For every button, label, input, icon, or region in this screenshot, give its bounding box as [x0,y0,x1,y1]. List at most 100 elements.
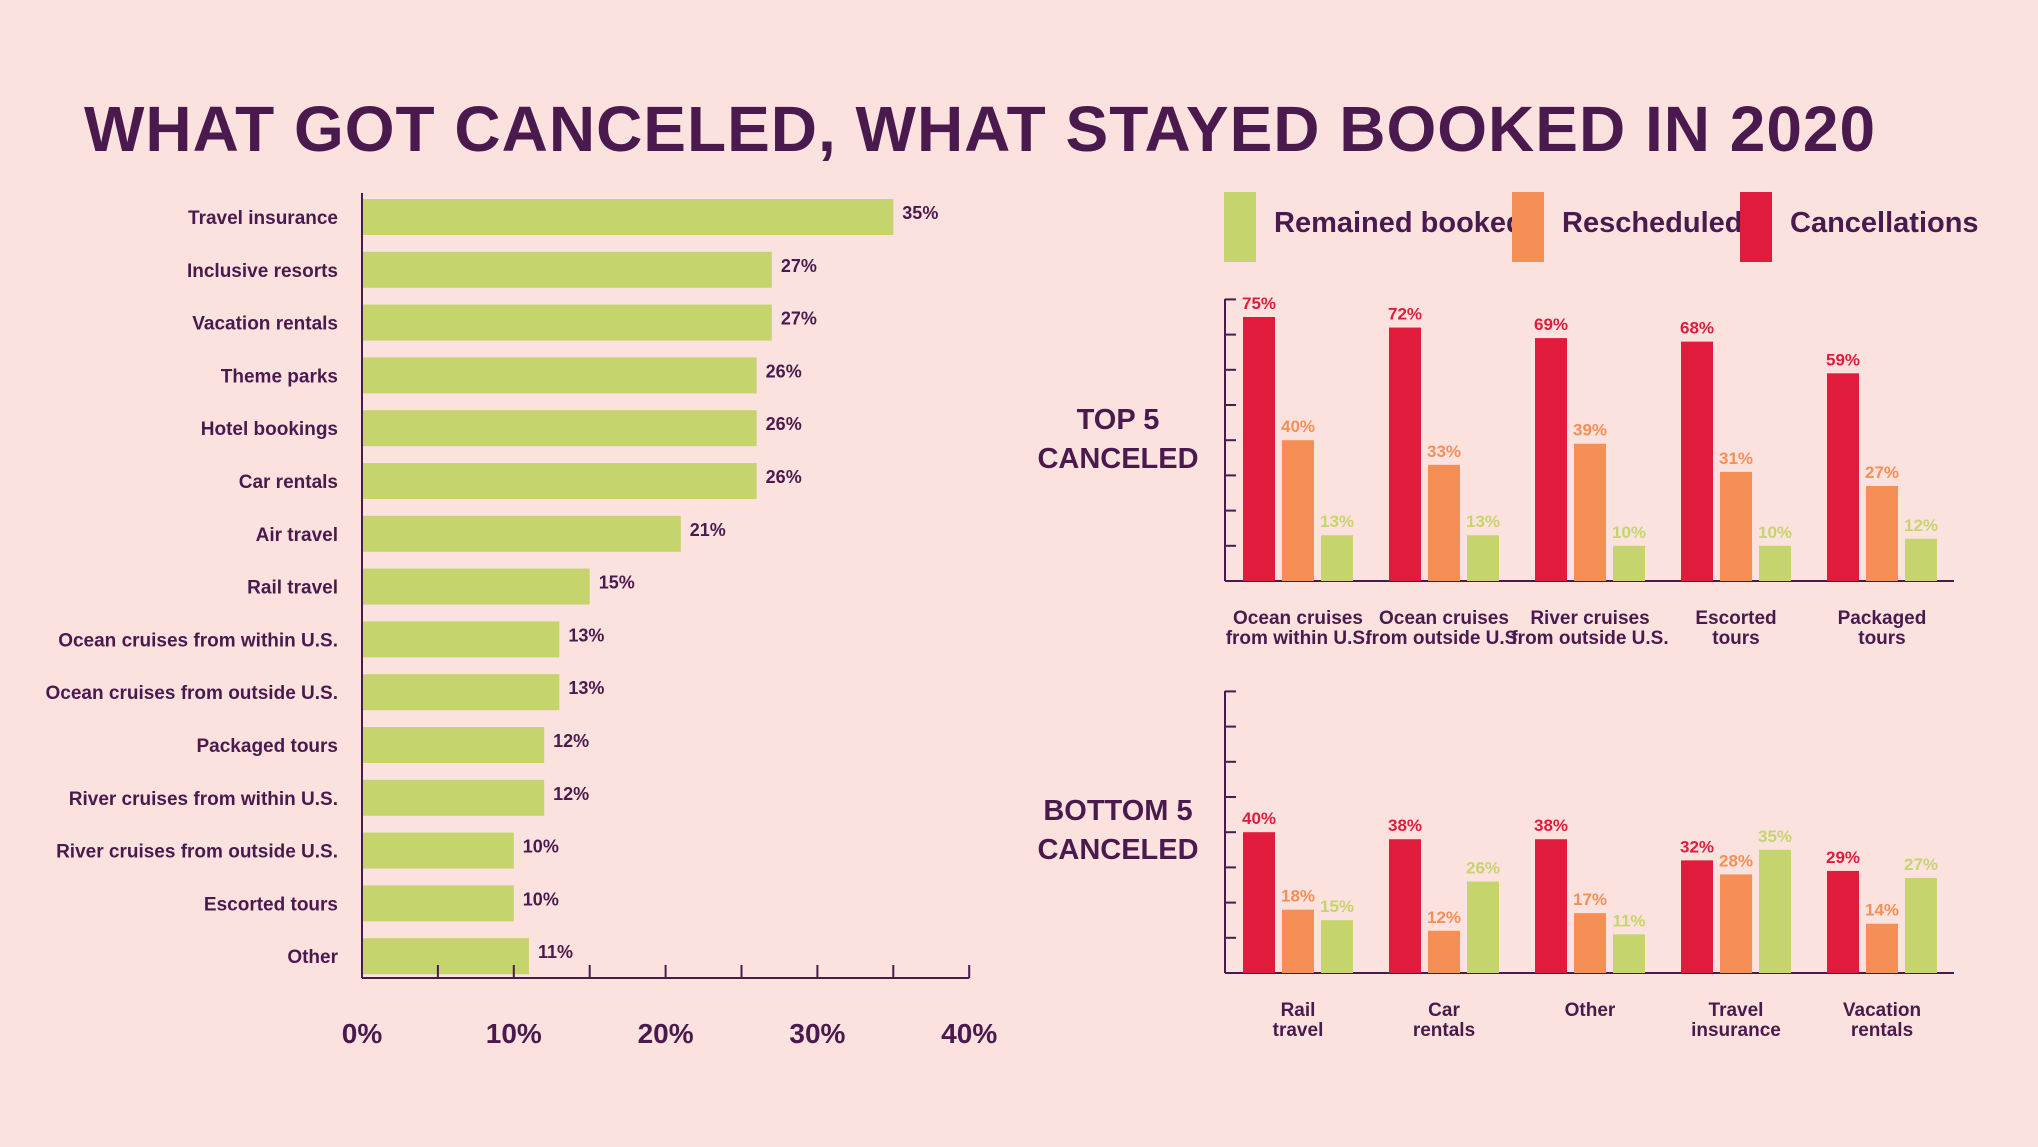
bar [362,779,545,816]
bar-category-label: Car rentals [239,472,338,493]
group-category-label: Travel [1709,1000,1764,1021]
bar [362,357,757,394]
bar-category-label: River cruises from within U.S. [69,789,338,810]
bar [1759,545,1791,581]
bar [1866,923,1898,973]
bar-value-label: 32% [1680,837,1714,856]
bar [362,199,894,235]
bar [1467,881,1499,973]
bar-value-label: 72% [1388,305,1422,324]
bar [1720,471,1752,581]
x-tick-label: 20% [638,1018,694,1049]
bar-value-label: 35% [902,203,938,223]
group-category-label: from outside U.S. [1511,628,1668,649]
bar [1428,464,1460,581]
legend-label: Remained booked [1274,207,1524,239]
bar-value-label: 27% [781,256,817,276]
bar-value-label: 35% [1758,827,1792,846]
bar-category-label: Other [287,947,338,968]
bar [1535,839,1567,973]
bar-value-label: 13% [1466,512,1500,531]
bar-value-label: 14% [1865,901,1899,920]
section-label: CANCELED [1037,443,1198,475]
x-tick-label: 30% [789,1018,845,1049]
bar [362,674,560,711]
bar-value-label: 18% [1281,887,1315,906]
bar [1866,485,1898,581]
bar-value-label: 59% [1826,350,1860,369]
bar-category-label: Vacation rentals [192,314,338,335]
group-category-label: Ocean cruises [1379,608,1509,629]
bar [362,410,757,447]
bar [1243,317,1275,581]
bar [362,621,560,658]
bar-value-label: 11% [538,942,573,962]
bar [1321,535,1353,581]
group-category-label: rentals [1851,1020,1913,1041]
bar-value-label: 13% [568,678,604,698]
group-category-label: from within U.S. [1226,628,1371,649]
bar-value-label: 33% [1427,442,1461,461]
bar-value-label: 15% [599,573,635,593]
bar [1282,909,1314,973]
bar [362,304,772,341]
group-category-label: Rail [1281,1000,1316,1021]
bar [1535,338,1567,581]
bar-category-label: Travel insurance [188,208,338,229]
bar [1827,373,1859,581]
group-category-label: travel [1273,1020,1324,1041]
bar-value-label: 11% [1612,911,1645,930]
bar [362,938,529,975]
bar-value-label: 26% [766,361,802,381]
bar-value-label: 26% [766,467,802,487]
bar [362,463,757,499]
page-title: WHAT GOT CANCELED, WHAT STAYED BOOKED IN… [84,93,1877,165]
group-category-label: River cruises [1530,608,1649,629]
bar [1905,538,1937,581]
bar [362,885,514,922]
group-category-label: from outside U.S. [1365,628,1522,649]
bar-value-label: 21% [690,520,726,540]
legend-label: Rescheduled [1562,207,1743,239]
bar [362,832,514,869]
bar-value-label: 40% [1242,809,1276,828]
bar-value-label: 13% [1320,512,1354,531]
bar [362,727,545,763]
bar [1389,839,1421,973]
bar-category-label: Ocean cruises from within U.S. [58,630,338,651]
bar [1428,930,1460,973]
group-category-label: tours [1858,628,1906,649]
bar-value-label: 40% [1281,417,1315,436]
bar-category-label: Ocean cruises from outside U.S. [46,683,338,704]
x-tick-label: 40% [941,1018,997,1049]
group-category-label: Other [1565,1000,1616,1021]
bar-value-label: 27% [1904,855,1938,874]
bar [1389,327,1421,581]
group-category-label: Car [1428,1000,1460,1021]
bar [362,251,772,288]
bar-value-label: 69% [1534,315,1568,334]
x-tick-label: 0% [342,1018,383,1049]
bar [362,515,681,552]
bar-category-label: Packaged tours [197,736,339,757]
bar-value-label: 10% [1612,523,1646,542]
bar [1467,535,1499,581]
bar [1243,832,1275,973]
bar-category-label: Escorted tours [204,894,338,915]
bar-value-label: 10% [523,889,559,909]
bar-value-label: 12% [553,731,589,751]
section-label: TOP 5 [1077,404,1160,436]
bar-value-label: 75% [1242,294,1276,313]
bar-value-label: 17% [1573,890,1607,909]
bar [1282,440,1314,581]
legend: Remained booked Rescheduled Cancellations [1224,192,1979,262]
bar [1613,545,1645,581]
legend-swatch [1224,192,1256,262]
bar-value-label: 26% [766,414,802,434]
bar-value-label: 12% [553,784,589,804]
bar [1574,913,1606,973]
bar-value-label: 10% [523,837,559,857]
group-category-label: rentals [1413,1020,1475,1041]
